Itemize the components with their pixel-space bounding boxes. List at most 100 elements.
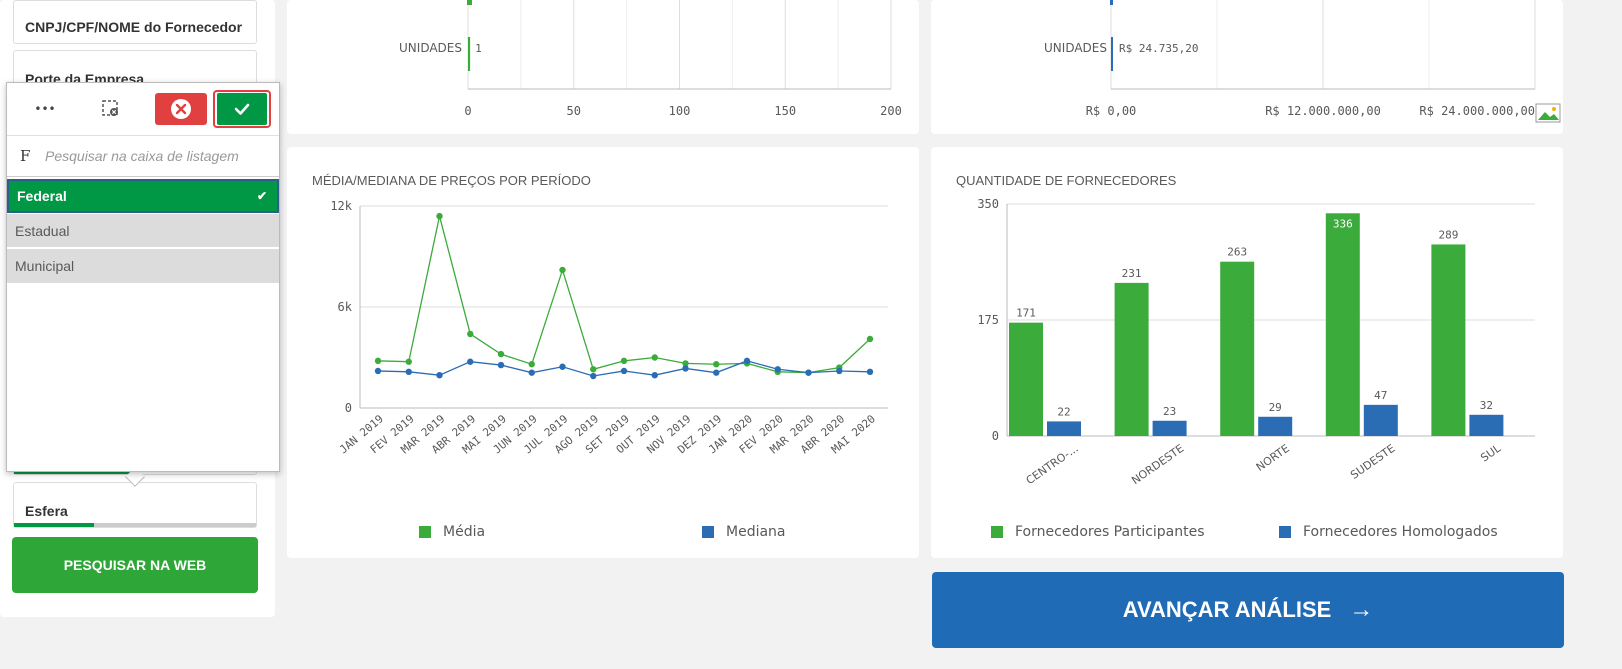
data-label: 47 xyxy=(1374,389,1387,402)
data-label: 336 xyxy=(1333,217,1353,230)
bar-participantes xyxy=(1431,244,1466,436)
series-line-media xyxy=(377,215,871,374)
data-point-media xyxy=(528,361,535,368)
legend-swatch-media xyxy=(419,526,431,538)
listbox-popup: ••• F Pesquisar na caixa de listagem Fed… xyxy=(6,82,280,472)
y-tick-label: 6k xyxy=(338,300,353,314)
image-icon xyxy=(1535,103,1561,123)
filter-supplier[interactable]: CNPJ/CPF/NOME do Fornecedor xyxy=(13,0,257,44)
legend-swatch-mediana xyxy=(702,526,714,538)
legend-swatch-participantes xyxy=(991,526,1003,538)
data-point-mediana xyxy=(713,369,720,376)
data-point-mediana xyxy=(528,369,535,376)
search-letter: F xyxy=(20,147,31,165)
x-tick-label: 150 xyxy=(774,104,796,118)
bar-chart-title: QUANTIDADE DE FORNECEDORES xyxy=(956,173,1177,188)
bar-participantes xyxy=(1114,282,1149,436)
data-label: 171 xyxy=(1016,307,1036,320)
y-tick-label: 0 xyxy=(992,429,999,443)
list-item-label: Municipal xyxy=(15,258,75,274)
data-point-mediana xyxy=(374,367,382,375)
x-tick-label: NORDESTE xyxy=(1129,442,1186,487)
data-point-media xyxy=(405,358,412,365)
data-point-mediana xyxy=(651,371,658,379)
data-point-mediana xyxy=(620,367,628,375)
data-point-mediana xyxy=(436,371,443,379)
data-point-mediana xyxy=(682,365,689,372)
advance-analysis-button[interactable]: AVANÇAR ANÁLISE → xyxy=(932,572,1564,648)
data-label: 1 xyxy=(475,42,482,55)
close-circle-icon xyxy=(171,99,191,119)
legend-media[interactable]: Média xyxy=(419,524,485,540)
x-tick-label: 50 xyxy=(567,104,581,118)
data-label: 263 xyxy=(1227,246,1247,259)
category-label: UNIDADES xyxy=(1044,41,1107,55)
legend-mediana[interactable]: Mediana xyxy=(702,524,786,540)
x-tick-label: R$ 12.000.000,00 xyxy=(1265,104,1381,118)
data-point-mediana xyxy=(497,361,505,369)
data-point-media xyxy=(497,350,505,358)
legend-swatch-homologados xyxy=(1279,526,1291,538)
legend-homologados[interactable]: Fornecedores Homologados xyxy=(1279,524,1498,540)
data-point-media xyxy=(866,335,874,343)
units-quantity-chart: 0 50 100 150 200 UNIDADES 1 xyxy=(399,0,902,118)
y-tick-label: 175 xyxy=(977,313,999,327)
legend-label-media: Média xyxy=(443,524,486,540)
list-item-estadual[interactable]: Estadual xyxy=(7,214,279,248)
x-tick-label: R$ 0,00 xyxy=(1086,104,1137,118)
data-label: 231 xyxy=(1122,267,1142,280)
data-point-media xyxy=(651,354,658,361)
data-point-mediana xyxy=(743,357,751,365)
bar-participantes xyxy=(1220,261,1255,436)
data-label: 29 xyxy=(1269,401,1282,414)
data-label: 32 xyxy=(1480,399,1493,412)
data-point-mediana xyxy=(405,368,412,376)
data-point-media xyxy=(590,366,597,373)
data-point-mediana xyxy=(866,368,874,376)
more-icon: ••• xyxy=(34,102,56,116)
bar-homologados xyxy=(1047,421,1081,436)
bar xyxy=(468,37,471,71)
suppliers-chart: 0 175 350 171 22 CENTRO-... 231 23 NORDESTE 263 29… xyxy=(977,197,1535,487)
data-point-media xyxy=(682,360,689,367)
filter-esfera-progress-track xyxy=(14,523,256,527)
filter-esfera-progress xyxy=(14,523,94,527)
top-left-chart-panel: 0 50 100 150 200 UNIDADES 1 xyxy=(287,0,919,134)
category-label: UNIDADES xyxy=(399,41,462,55)
bar-prev xyxy=(1110,0,1113,5)
search-input[interactable]: Pesquisar na caixa de listagem xyxy=(45,148,239,164)
x-tick-label: 200 xyxy=(880,104,902,118)
clear-selection-button[interactable] xyxy=(91,93,131,125)
filter-hidden-progress xyxy=(14,470,134,474)
toolbar-divider xyxy=(7,135,279,136)
data-point-mediana xyxy=(805,369,812,376)
bar-homologados xyxy=(1469,414,1504,436)
list-item-federal[interactable]: Federal ✔ xyxy=(7,179,279,213)
x-tick-label: 100 xyxy=(669,104,691,118)
confirm-selection-button[interactable] xyxy=(217,93,267,125)
advance-analysis-label: AVANÇAR ANÁLISE xyxy=(1122,597,1332,622)
y-tick-label: 350 xyxy=(977,197,999,211)
clear-selection-icon xyxy=(102,100,118,116)
check-icon xyxy=(234,103,250,115)
cancel-selection-button[interactable] xyxy=(155,93,207,125)
list-item-municipal[interactable]: Municipal xyxy=(7,249,279,283)
data-label: 23 xyxy=(1163,405,1176,418)
bar-chart-panel: QUANTIDADE DE FORNECEDORES 0 175 350 171 22 C… xyxy=(931,147,1563,558)
bar xyxy=(1111,37,1113,71)
data-point-mediana xyxy=(467,358,474,365)
y-tick-label: 12k xyxy=(330,199,352,213)
x-tick-label: NORTE xyxy=(1254,442,1292,474)
search-web-button[interactable]: PESQUISAR NA WEB xyxy=(12,537,258,593)
bar-homologados xyxy=(1152,420,1187,436)
x-tick-label: R$ 24.000.000,00 xyxy=(1419,104,1535,118)
filter-esfera[interactable]: Esfera xyxy=(13,482,257,528)
legend-participantes[interactable]: Fornecedores Participantes xyxy=(991,524,1205,540)
data-label: 289 xyxy=(1438,228,1458,241)
data-point-mediana xyxy=(590,372,597,380)
data-point-media xyxy=(374,357,382,365)
more-options-button[interactable]: ••• xyxy=(25,93,65,125)
filter-esfera-label: Esfera xyxy=(25,503,68,519)
listbox-search[interactable]: F Pesquisar na caixa de listagem xyxy=(7,136,279,176)
